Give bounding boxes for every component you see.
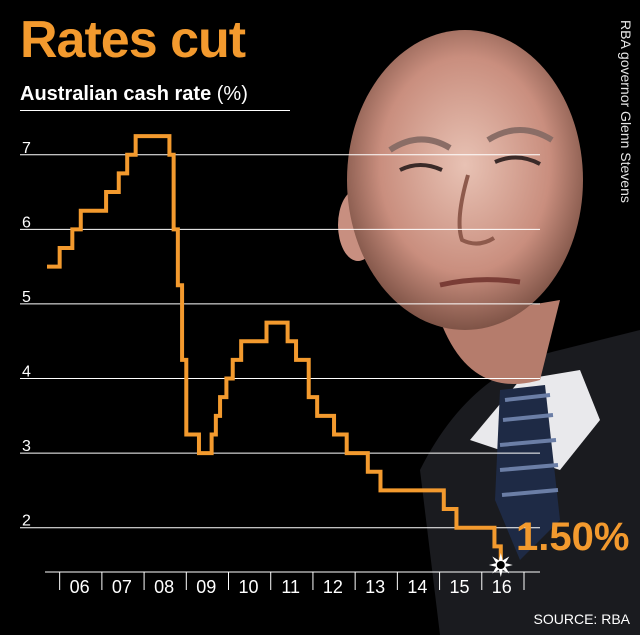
y-axis-ticks: 2 3 4 5 6 7	[22, 140, 31, 530]
chart-title: Rates cut	[20, 11, 246, 69]
x-tick-label: 13	[365, 577, 385, 597]
source-note: SOURCE: RBA	[533, 611, 630, 627]
x-tick-label: 07	[112, 577, 132, 597]
x-tick-label: 06	[70, 577, 90, 597]
subtitle-unit: (%)	[216, 83, 248, 105]
chart-subtitle: Australian cash rate (%)	[20, 84, 248, 104]
y-tick-label: 2	[22, 513, 31, 530]
x-tick-label: 14	[407, 577, 427, 597]
subtitle-text: Australian cash rate	[20, 83, 212, 105]
x-tick-label: 12	[323, 577, 343, 597]
y-tick-label: 3	[22, 438, 31, 455]
end-burst-icon	[488, 553, 513, 577]
y-tick-label: 5	[22, 289, 31, 306]
final-value-label: 1.50%	[516, 515, 630, 559]
y-tick-label: 7	[22, 140, 31, 157]
x-tick-label: 10	[238, 577, 258, 597]
cash-rate-line	[47, 134, 503, 565]
photo-caption: RBA governor Glenn Stevens	[618, 20, 634, 203]
x-tick-label: 16	[492, 577, 512, 597]
x-tick-label: 15	[450, 577, 470, 597]
x-tick-label: 11	[281, 577, 300, 597]
x-axis: 06 07 08 09 10 11 12 13 14 15 16	[45, 571, 540, 597]
governor-photo	[338, 30, 640, 635]
subtitle-rule	[20, 110, 290, 111]
end-point	[496, 561, 505, 569]
y-tick-label: 4	[22, 364, 31, 381]
x-tick-label: 08	[154, 577, 174, 597]
series-group	[47, 134, 503, 565]
grid-lines	[20, 154, 540, 529]
y-tick-label: 6	[22, 214, 31, 231]
x-tick-label: 09	[196, 577, 216, 597]
